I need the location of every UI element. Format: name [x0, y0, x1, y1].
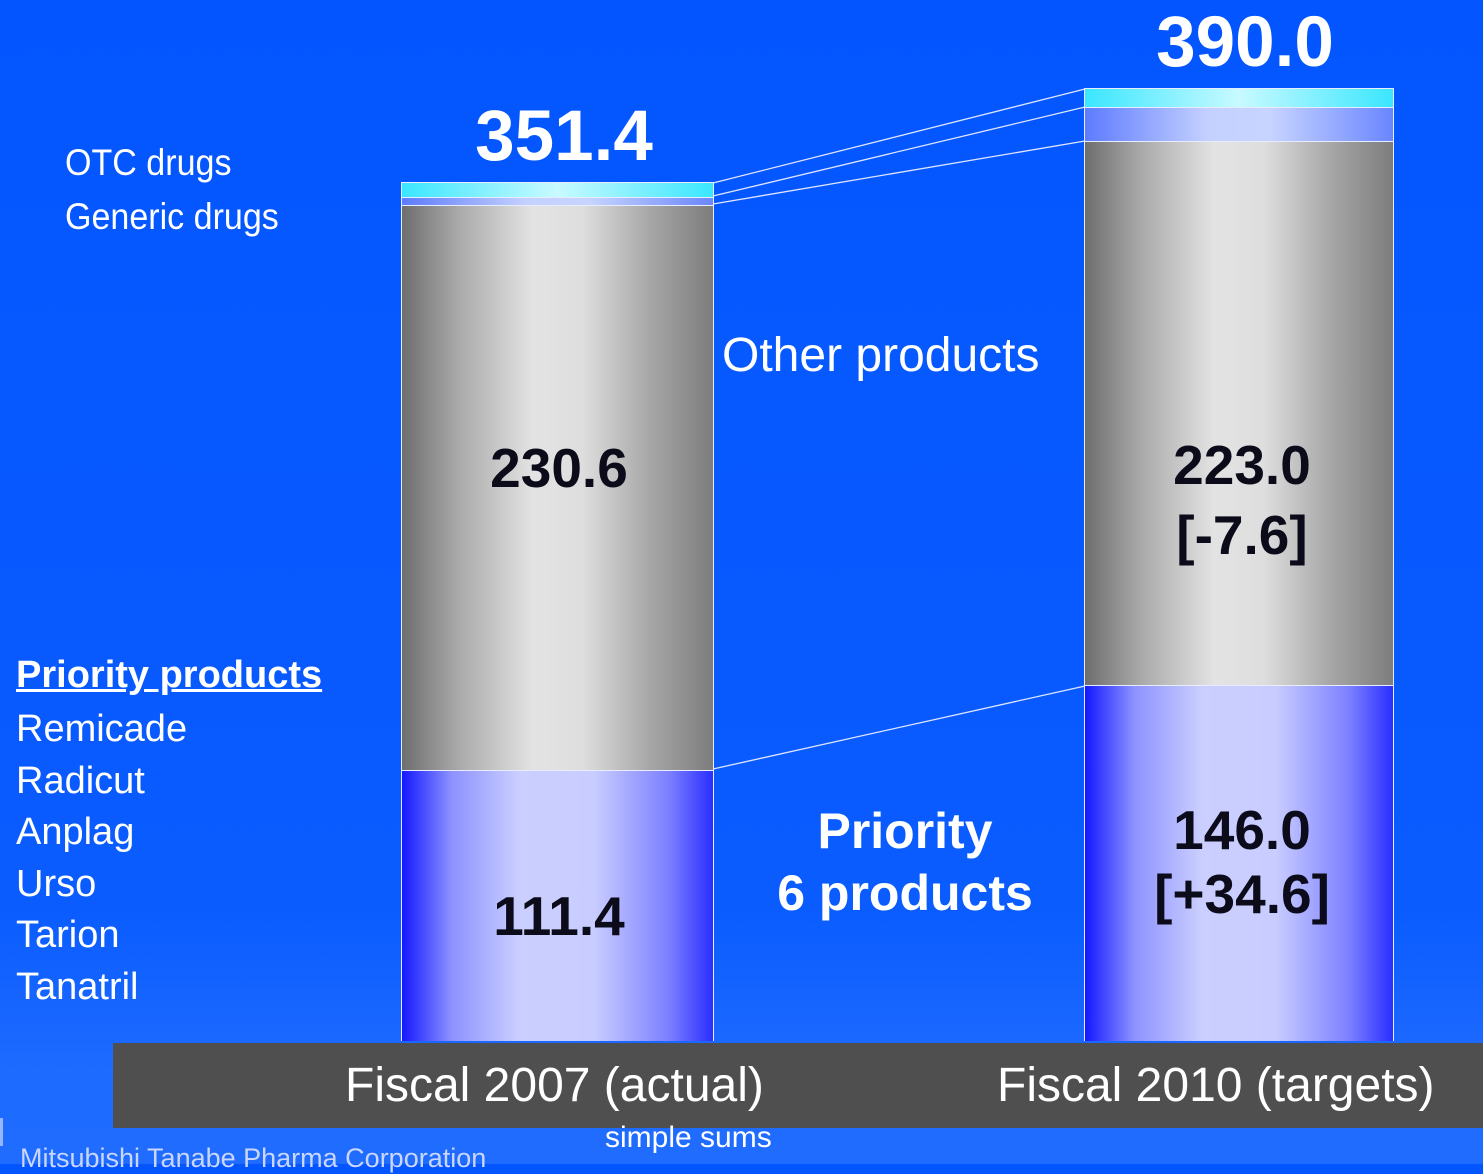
value-priority-2007: 111.4	[493, 885, 625, 947]
label-priority-line1: Priority	[817, 803, 993, 859]
segment-other-2007	[402, 205, 713, 771]
connector-other-priority	[712, 685, 1086, 770]
x-label-fiscal-2007: Fiscal 2007 (actual)	[345, 1059, 764, 1112]
x-axis-band	[113, 1043, 1483, 1128]
segment-otc-2007	[402, 183, 713, 197]
value-other-2007: 230.6	[490, 437, 628, 499]
label-priority-line2: 6 products	[777, 865, 1033, 921]
value-priority-2010: 146.0 [+34.6]	[1154, 799, 1330, 925]
company-logo-mark	[0, 1118, 9, 1146]
x-label-fiscal-2010: Fiscal 2010 (targets)	[997, 1059, 1435, 1112]
segment-priority-2007	[402, 770, 713, 1041]
total-fiscal-2010: 390.0	[1156, 3, 1334, 82]
segment-priority-2010	[1085, 685, 1393, 1041]
legend-item-radicut: Radicut	[16, 759, 145, 802]
footer-note-simple-sums: simple sums	[605, 1121, 772, 1154]
value-other-2010: 223.0 [-7.6]	[1173, 434, 1311, 566]
bar-fiscal-2010	[1084, 88, 1394, 1041]
segment-generic-2010	[1085, 107, 1393, 142]
legend-item-tanatril: Tanatril	[16, 965, 139, 1008]
legend-priority-heading: Priority products	[16, 654, 323, 696]
segment-generic-2007	[402, 197, 713, 206]
bar-fiscal-2007	[401, 182, 714, 1041]
legend-item-urso: Urso	[16, 862, 97, 905]
segment-other-2010	[1085, 141, 1393, 686]
legend-item-tarion: Tarion	[16, 914, 120, 956]
total-fiscal-2007: 351.4	[475, 97, 653, 176]
legend-otc-drugs: OTC drugs	[65, 142, 232, 183]
segment-otc-2010	[1085, 89, 1393, 107]
connector-otc-generic	[712, 106, 1086, 197]
footer-company-name: Mitsubishi Tanabe Pharma Corporation	[20, 1143, 487, 1173]
connector-generic-other	[712, 140, 1086, 205]
label-priority-6-products: Priority 6 products	[740, 800, 1070, 924]
label-other-products: Other products	[722, 329, 1040, 382]
legend-priority-list: Remicade Radicut Anplag Urso Tarion Tana…	[16, 704, 187, 1013]
legend-generic-drugs: Generic drugs	[65, 196, 279, 237]
connector-otc-top	[712, 88, 1086, 184]
legend-item-anplag: Anplag	[16, 811, 135, 853]
legend-item-remicade: Remicade	[16, 708, 188, 750]
